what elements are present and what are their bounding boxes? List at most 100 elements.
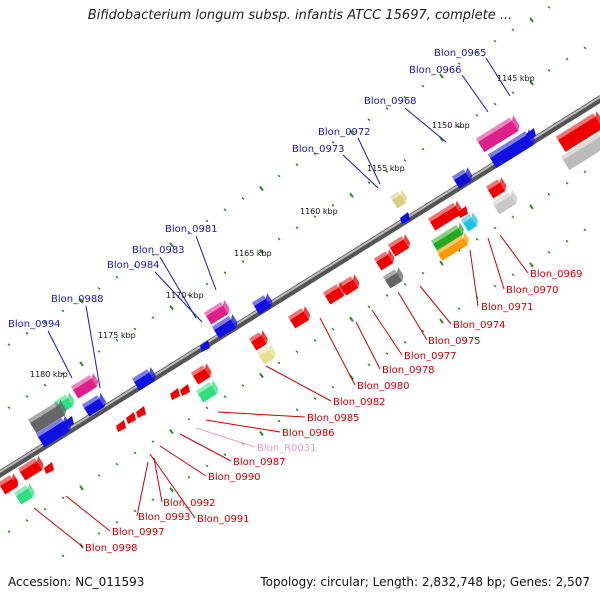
gene-label-reverse[interactable]: Blon_0974: [453, 320, 506, 331]
tick-mark: [493, 102, 497, 106]
gene-block: [430, 222, 464, 251]
gene-label-reverse[interactable]: Blon_0977: [404, 351, 457, 362]
gene-block: [251, 293, 273, 315]
gene-label-reverse[interactable]: Blon_0993: [138, 512, 191, 523]
gene-label-forward[interactable]: Blon_0973: [292, 144, 345, 155]
gene-block: [287, 306, 311, 329]
gene-label-forward[interactable]: Blon_0983: [132, 245, 185, 256]
tick-mark: [151, 498, 155, 502]
kbp-label: 1145 kbp: [497, 74, 535, 83]
gene-label-forward[interactable]: Blon_0984: [107, 260, 160, 271]
leader-line: [319, 317, 356, 386]
label-leaders: [33, 57, 529, 548]
gene-label-rna[interactable]: Blon_R0031: [257, 443, 317, 454]
gene-label-reverse[interactable]: Blon_0978: [382, 365, 435, 376]
gene-label-reverse[interactable]: Blon_0987: [233, 457, 286, 468]
reverse-gene-labels[interactable]: Blon_0969 Blon_0970 Blon_0971 Blon_0974 …: [85, 269, 583, 554]
gene-label-forward[interactable]: Blon_0965: [434, 48, 487, 59]
map-title: Bifidobacterium longum subsp. infantis A…: [87, 8, 513, 23]
gene-block: [190, 363, 212, 385]
kbp-label: 1165 kbp: [234, 249, 272, 258]
leader-line: [195, 427, 256, 448]
tick-mark: [133, 451, 137, 455]
gene-label-reverse[interactable]: Blon_0969: [530, 269, 583, 280]
leader-line: [265, 365, 332, 402]
leader-line: [47, 330, 73, 379]
gene-blocks[interactable]: [0, 111, 600, 505]
gene-label-reverse[interactable]: Blon_0990: [208, 472, 261, 483]
tick-mark: [529, 17, 534, 23]
gene-label-reverse[interactable]: Blon_0970: [506, 285, 559, 296]
gene-block: [389, 189, 408, 209]
gene-arrow: [458, 206, 468, 218]
gene-arrow: [44, 462, 54, 474]
tick-mark: [565, 181, 569, 185]
gene-label-reverse[interactable]: Blon_0991: [197, 514, 250, 525]
gene-label-forward[interactable]: Blon_0988: [51, 294, 104, 305]
gene-label-reverse[interactable]: Blon_0992: [163, 498, 216, 509]
gene-label-reverse[interactable]: Blon_0997: [112, 527, 165, 538]
tick-mark: [97, 350, 101, 353]
leader-line: [404, 107, 447, 143]
leader-line: [487, 237, 505, 290]
tick-mark: [61, 554, 65, 558]
tick-mark: [205, 219, 209, 223]
tick-mark: [583, 170, 587, 174]
tick-mark: [457, 125, 461, 128]
gene-block: [560, 133, 600, 171]
tick-mark: [403, 340, 407, 344]
tick-mark: [403, 158, 407, 162]
gene-label-reverse[interactable]: Blon_0985: [307, 413, 360, 424]
gene-label-reverse[interactable]: Blon_0982: [333, 397, 386, 408]
gene-label-reverse[interactable]: Blon_0975: [428, 336, 481, 347]
gene-label-forward[interactable]: Blon_0966: [409, 65, 462, 76]
tick-mark: [367, 118, 371, 122]
tick-mark: [511, 28, 515, 32]
tick-mark: [43, 507, 47, 511]
gene-block: [451, 167, 473, 189]
gene-block: [491, 189, 518, 215]
tick-mark: [583, 228, 587, 232]
tick-mark: [385, 294, 389, 297]
gene-label-reverse[interactable]: Blon_0971: [481, 302, 534, 313]
gene-label-reverse[interactable]: Blon_0998: [85, 543, 138, 554]
gene-label-forward[interactable]: Blon_0968: [364, 96, 417, 107]
leader-line: [85, 305, 101, 389]
gene-label-forward[interactable]: Blon_0981: [165, 224, 218, 235]
tick-mark: [511, 273, 515, 277]
tick-mark: [313, 152, 317, 155]
leader-line: [499, 234, 529, 274]
tick-mark: [277, 419, 281, 423]
tick-guides: [7, 6, 587, 558]
tick-mark: [241, 384, 245, 387]
tick-mark: [565, 57, 569, 61]
genome-map[interactable]: 1145 kbp 1150 kbp 1155 kbp 1160 kbp 1165…: [0, 0, 600, 565]
tick-mark: [61, 496, 65, 500]
leader-line: [217, 411, 306, 418]
tick-mark: [223, 395, 227, 399]
gene-label-reverse[interactable]: Blon_0980: [357, 381, 410, 392]
tick-mark: [97, 287, 101, 290]
gene-label-forward[interactable]: Blon_0972: [318, 127, 371, 138]
tick-mark: [259, 430, 264, 437]
forward-gene-labels[interactable]: Blon_0965 Blon_0966 Blon_0968 Blon_0972 …: [8, 48, 487, 330]
tick-mark: [115, 275, 119, 279]
tick-mark: [367, 305, 371, 309]
tick-mark: [511, 215, 515, 219]
tick-mark: [187, 230, 191, 234]
tick-mark: [313, 397, 317, 400]
tick-mark: [115, 462, 119, 466]
gene-arrow: [136, 406, 146, 418]
tick-mark: [457, 62, 461, 65]
tick-mark: [43, 320, 47, 324]
tick-mark: [133, 327, 137, 331]
tick-mark: [277, 174, 281, 178]
gene-label-forward[interactable]: Blon_0994: [8, 319, 61, 330]
leader-line: [205, 419, 281, 433]
tick-mark: [529, 204, 534, 210]
gene-block: [211, 313, 238, 339]
tick-mark: [457, 307, 461, 310]
gene-label-reverse[interactable]: Blon_0986: [282, 428, 335, 439]
tick-mark: [241, 197, 245, 200]
tick-mark: [529, 262, 534, 268]
